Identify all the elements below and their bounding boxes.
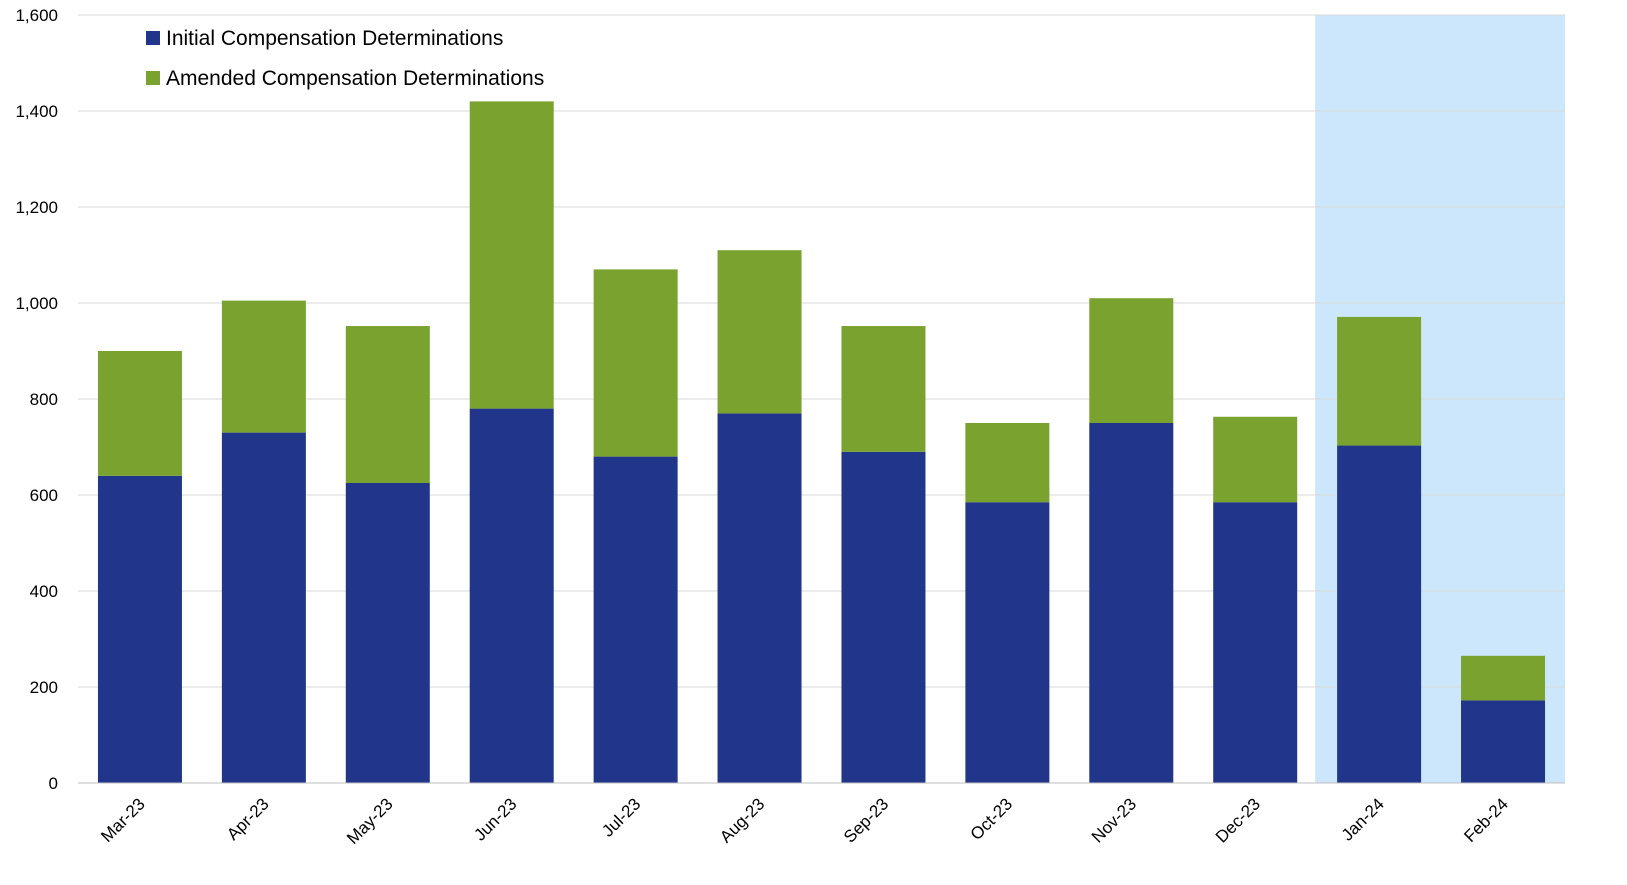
bar-amended-sep-23 (841, 326, 926, 452)
bar-amended-jun-23 (469, 101, 554, 409)
legend-swatch-initial (146, 31, 160, 45)
bar-initial-feb-24 (1461, 700, 1546, 783)
legend-label-initial: Initial Compensation Determinations (166, 27, 503, 50)
bar-amended-mar-23 (97, 351, 182, 476)
bar-initial-jul-23 (593, 456, 678, 783)
bar-amended-jan-24 (1337, 316, 1422, 446)
y-tick-label: 1,200 (15, 198, 58, 217)
y-axis-tick-labels: 0 200 400 600 800 1,000 1,200 1,400 1,600 (15, 6, 58, 793)
y-tick-label: 1,600 (15, 6, 58, 25)
x-tick-label: Aug-23 (716, 794, 768, 846)
x-tick-label: Dec-23 (1212, 794, 1264, 846)
bar-initial-sep-23 (841, 451, 926, 783)
gridlines (78, 14, 1565, 688)
bar-initial-apr-23 (221, 432, 306, 783)
bar-initial-jun-23 (469, 408, 554, 783)
y-tick-label: 400 (30, 582, 58, 601)
bar-initial-dec-23 (1213, 502, 1298, 783)
x-tick-label: Mar-23 (97, 794, 149, 846)
legend-swatch-amended (146, 71, 160, 85)
bar-amended-feb-24 (1461, 655, 1546, 701)
bar-amended-apr-23 (221, 300, 306, 433)
y-tick-label: 1,400 (15, 102, 58, 121)
bar-initial-jan-24 (1337, 445, 1422, 783)
x-tick-label: Jun-23 (470, 794, 520, 844)
bar-amended-aug-23 (717, 250, 802, 414)
x-tick-label: Sep-23 (840, 794, 892, 846)
bar-amended-may-23 (345, 326, 430, 483)
bar-amended-dec-23 (1213, 416, 1298, 503)
bar-initial-aug-23 (717, 413, 802, 783)
y-tick-label: 1,000 (15, 294, 58, 313)
x-tick-label: May-23 (343, 794, 397, 848)
bar-amended-oct-23 (965, 423, 1050, 503)
y-tick-label: 600 (30, 486, 58, 505)
x-tick-label: Feb-24 (1460, 794, 1512, 846)
x-tick-label: Jan-24 (1338, 794, 1388, 844)
bar-amended-jul-23 (593, 269, 678, 457)
legend-label-amended: Amended Compensation Determinations (166, 67, 544, 90)
bar-amended-nov-23 (1089, 298, 1174, 423)
x-axis-tick-labels: Mar-23 Apr-23 May-23 Jun-23 Jul-23 Aug-23 Sep-… (97, 794, 1512, 848)
bar-initial-oct-23 (965, 502, 1050, 783)
y-tick-label: 0 (49, 774, 58, 793)
x-tick-label: Oct-23 (967, 794, 1017, 844)
y-tick-label: 800 (30, 390, 58, 409)
bar-initial-mar-23 (97, 475, 182, 783)
legend: Initial Compensation Determinations Amen… (146, 27, 544, 90)
x-tick-label: Nov-23 (1088, 794, 1140, 846)
bars (97, 101, 1546, 783)
bar-initial-may-23 (345, 483, 430, 783)
x-tick-label: Apr-23 (223, 794, 273, 844)
x-tick-label: Jul-23 (598, 794, 644, 840)
y-tick-label: 200 (30, 678, 58, 697)
bar-initial-nov-23 (1089, 423, 1174, 783)
